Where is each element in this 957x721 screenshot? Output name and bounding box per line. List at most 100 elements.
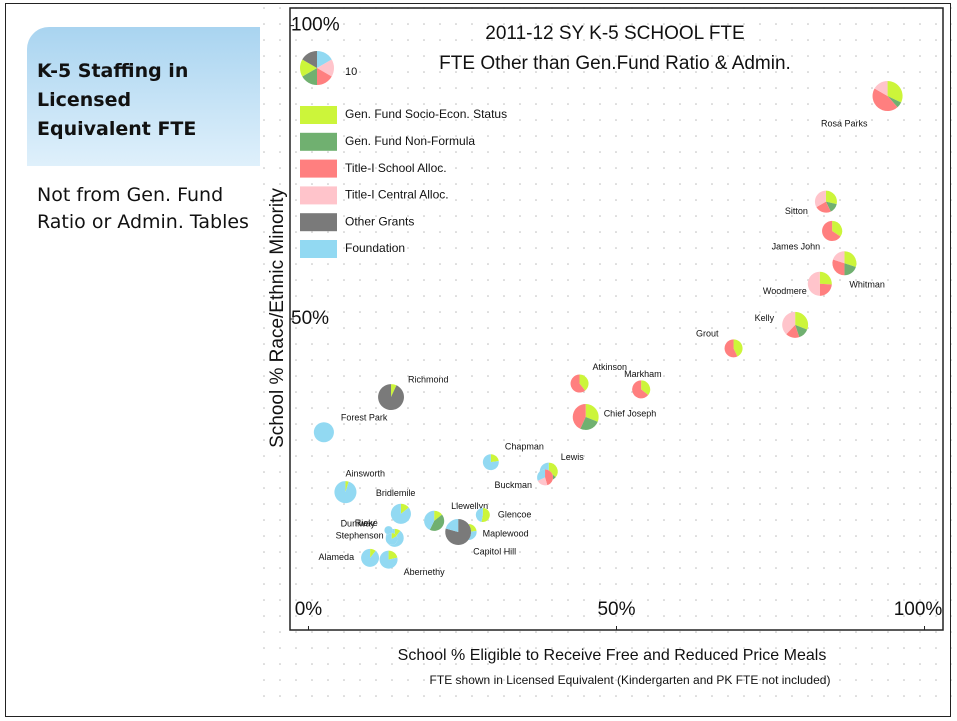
point-label: Llewellyn: [451, 501, 488, 511]
y-tick-label: 50%: [291, 308, 329, 329]
pie-slice: [807, 271, 820, 296]
point-label: Lewis: [561, 452, 585, 462]
pie-slice: [384, 526, 393, 535]
point-label: Buckman: [495, 480, 533, 490]
point-label: Chief Joseph: [604, 408, 657, 418]
size-legend-slice: [317, 59, 334, 77]
pie-slice: [814, 190, 826, 208]
point-label: Whitman: [849, 280, 885, 290]
pie-slice: [580, 416, 598, 430]
legend-swatch: [300, 186, 337, 205]
pie-slice: [475, 507, 483, 522]
pie-slice: [391, 384, 397, 398]
x-tick-label: 0%: [295, 599, 323, 620]
pie-slice: [370, 548, 376, 558]
pie-slice: [872, 88, 898, 112]
chart-title: 2011-12 SY K-5 SCHOOL FTE: [485, 23, 744, 44]
legend-swatch: [300, 106, 337, 124]
pie-slice: [388, 550, 398, 560]
pie-slice: [579, 374, 589, 391]
point-label: Kelly: [755, 313, 775, 323]
pie-slice: [782, 311, 796, 335]
chart-subtitle: FTE Other than Gen.Fund Ratio & Admin.: [439, 53, 791, 74]
legend-swatch: [300, 159, 337, 178]
pie-slice: [434, 510, 443, 521]
pie-slice: [833, 251, 845, 264]
y-axis-label: School % Race/Ethnic Minority: [267, 188, 288, 448]
legend-label: Gen. Fund Non-Formula: [345, 134, 475, 148]
point-label: Maplewood: [483, 528, 529, 538]
pie-slice: [733, 339, 743, 357]
pie-slice: [832, 259, 845, 276]
point-label: Forest Park: [341, 413, 388, 423]
point-label: Duniway: [341, 519, 376, 529]
pie-slice: [632, 380, 649, 399]
size-legend-slice: [299, 59, 317, 77]
pie-slice: [481, 507, 490, 522]
point-label: Abernethy: [404, 567, 446, 577]
pie-slice: [391, 533, 397, 540]
point-label: Capitol Hill: [473, 546, 516, 556]
dotted-background: [262, 5, 952, 710]
size-legend-slice: [317, 68, 332, 85]
size-legend-label: 10: [345, 66, 357, 78]
pie-slice: [537, 477, 548, 486]
pie-slice: [832, 220, 843, 237]
point-label: Bridlemile: [376, 488, 416, 498]
pie-slice: [786, 324, 800, 338]
pie-slice: [548, 462, 558, 478]
pie-slice: [313, 422, 334, 443]
size-legend-slice: [317, 51, 332, 68]
x-tick-label: 100%: [894, 599, 943, 620]
pie-slice: [385, 533, 398, 545]
size-legend-slice: [302, 51, 317, 68]
point-label: Rieke: [355, 518, 378, 528]
legend-swatch: [300, 213, 337, 232]
note: FTE shown in Licensed Equivalent (Kinder…: [430, 673, 831, 687]
pie-slice: [400, 503, 409, 514]
pie-slice: [724, 339, 738, 358]
legend-label: Gen. Fund Socio-Econ. Status: [345, 107, 507, 121]
pie-slice: [445, 519, 459, 533]
pie-slice: [490, 454, 499, 463]
point-label: Chapman: [505, 442, 544, 452]
x-tick-label: 50%: [597, 599, 635, 620]
point-label: Grout: [696, 329, 719, 339]
legend-label: Title-I School Alloc.: [345, 161, 447, 175]
x-axis-label: School % Eligible to Receive Free and Re…: [398, 647, 827, 664]
sidebar-heading: K-5 Staffing in Licensed Equivalent FTE: [27, 27, 260, 166]
pie-slice: [424, 510, 435, 530]
size-legend-slice: [302, 68, 317, 85]
point-label: Richmond: [408, 374, 449, 384]
pie-slice: [570, 374, 586, 393]
pie-slice: [795, 324, 808, 338]
sidebar-text: Not from Gen. Fund Ratio or Admin. Table…: [37, 184, 249, 233]
pie-slice: [361, 548, 380, 567]
pie-slice: [819, 283, 832, 296]
pie-slice: [641, 380, 651, 396]
point-label: Atkinson: [593, 362, 628, 372]
pie-slice: [819, 271, 832, 285]
pie-slice: [585, 404, 599, 422]
pie-slice: [825, 190, 837, 205]
pie-slice: [429, 514, 445, 531]
point-label: Rosa Parks: [821, 118, 868, 128]
pie-slice: [537, 469, 546, 481]
pie-slice: [816, 201, 831, 213]
legend-label: Foundation: [345, 241, 405, 255]
y-tick-label: 100%: [291, 15, 340, 36]
sidebar: K-5 Staffing in Licensed Equivalent FTE …: [27, 27, 260, 252]
point-label: Alameda: [319, 552, 355, 562]
point-label: Ainsworth: [345, 468, 385, 478]
pie-slice: [345, 481, 349, 493]
pie-slice: [445, 519, 472, 545]
point-label: James John: [772, 241, 821, 251]
pie-slice: [378, 384, 404, 410]
pie-slice: [482, 454, 499, 471]
pie-slice: [545, 469, 554, 486]
point-label: Glencoe: [498, 509, 532, 519]
point-label: Woodmere: [763, 286, 807, 296]
pie-slice: [822, 220, 841, 242]
